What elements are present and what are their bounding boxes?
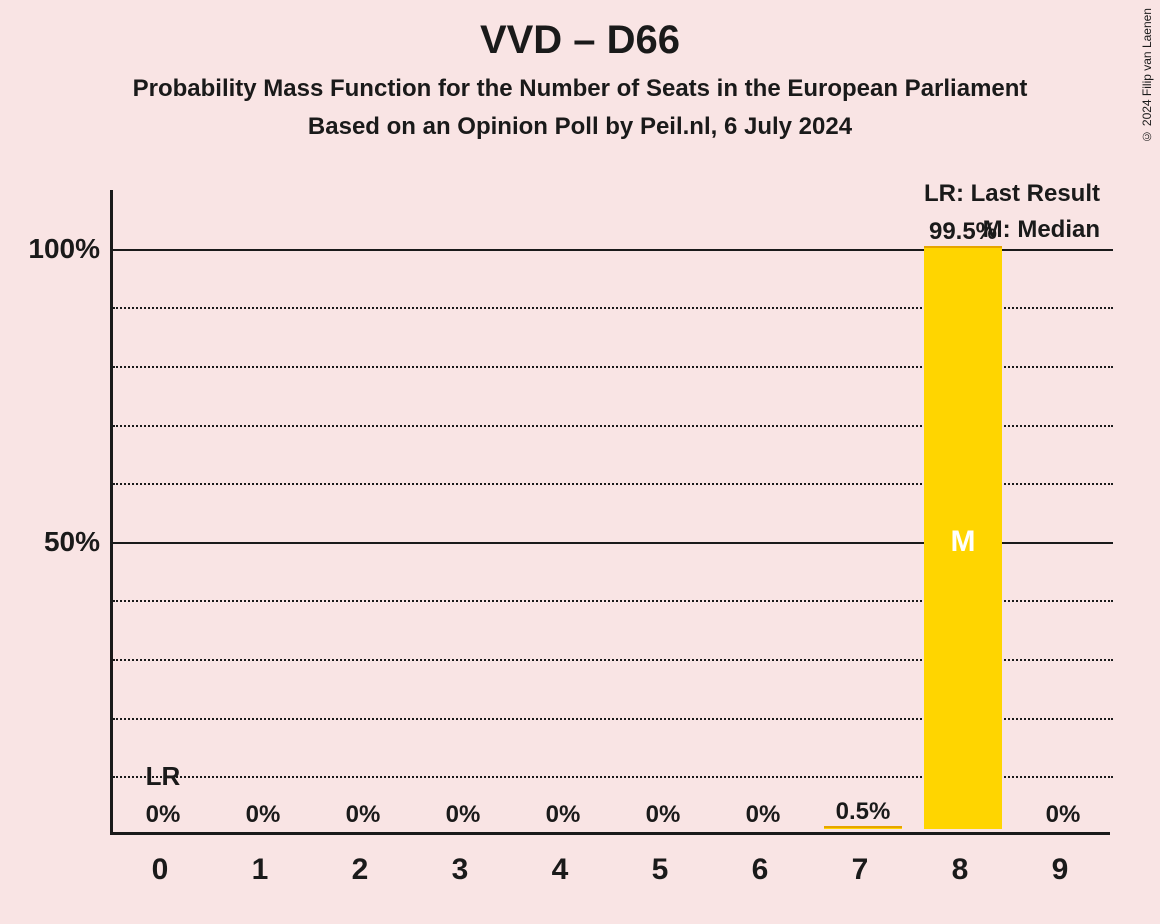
x-tick-label: 9 [1052, 853, 1069, 887]
pmf-chart: 0%0%0%0%0%0%0%0.5%99.5%0%LRM LR: Last Re… [110, 190, 1110, 835]
copyright-text: © 2024 Filip van Laenen [1140, 8, 1154, 143]
x-tick-label: 2 [352, 853, 369, 887]
y-tick-label: 100% [10, 233, 100, 265]
x-tick-label: 0 [152, 853, 169, 887]
bar-value-label: 0% [346, 801, 381, 829]
bar-value-label: 0% [746, 801, 781, 829]
x-tick-label: 5 [652, 853, 669, 887]
bar-value-label: 0% [146, 801, 181, 829]
bar [824, 826, 902, 829]
bar-value-label: 0% [646, 801, 681, 829]
median-marker: M [951, 525, 976, 559]
bar-value-label: 0% [1046, 801, 1081, 829]
legend-lr: LR: Last Result [924, 180, 1100, 208]
last-result-marker: LR [146, 761, 181, 792]
x-tick-label: 7 [852, 853, 869, 887]
bar-value-label: 0.5% [836, 798, 891, 826]
bar-value-label: 0% [446, 801, 481, 829]
y-tick-label: 50% [10, 526, 100, 558]
x-tick-label: 1 [252, 853, 269, 887]
x-tick-label: 8 [952, 853, 969, 887]
x-tick-label: 3 [452, 853, 469, 887]
chart-title: VVD – D66 [0, 0, 1160, 63]
x-tick-label: 4 [552, 853, 569, 887]
bar-value-label: 0% [546, 801, 581, 829]
plot-area: 0%0%0%0%0%0%0%0.5%99.5%0%LRM [110, 190, 1110, 835]
chart-subtitle-1: Probability Mass Function for the Number… [0, 75, 1160, 103]
legend-m: M: Median [983, 216, 1100, 244]
bar-value-label: 0% [246, 801, 281, 829]
chart-subtitle-2: Based on an Opinion Poll by Peil.nl, 6 J… [0, 113, 1160, 141]
x-tick-label: 6 [752, 853, 769, 887]
